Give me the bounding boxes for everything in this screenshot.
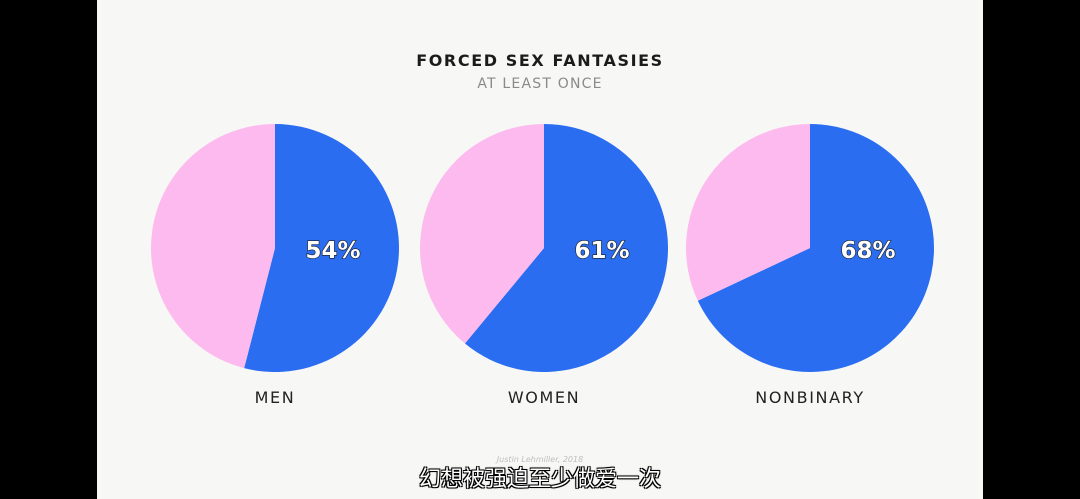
chart-subtitle: AT LEAST ONCE — [477, 76, 603, 92]
pie-men: 54% MEN — [151, 124, 400, 407]
pie-value-label: 68% — [840, 238, 895, 264]
pie-slice-no — [420, 124, 544, 344]
source-credit: Justin Lehmiller, 2018 — [496, 455, 584, 464]
pie-slice-yes — [464, 124, 669, 372]
chart-title: FORCED SEX FANTASIES — [416, 51, 664, 70]
pie-slice-no — [151, 124, 275, 369]
pie-value-label: 61% — [574, 238, 629, 264]
pie-charts: 54% MEN 61% WOMEN 68% NONBINARY — [151, 124, 934, 407]
pie-slice-no — [686, 124, 810, 301]
pie-slice-yes — [697, 124, 934, 372]
video-caption: 幻想被强迫至少做爱一次 — [418, 467, 661, 492]
pie-women: 61% WOMEN — [420, 124, 669, 407]
pie-category-label: NONBINARY — [755, 388, 864, 407]
pie-category-label: MEN — [255, 388, 296, 407]
chart-stage: FORCED SEX FANTASIES AT LEAST ONCE 54% ME… — [97, 0, 983, 499]
pie-slice-yes — [244, 124, 400, 372]
pie-category-label: WOMEN — [508, 388, 580, 407]
pie-nonbinary: 68% NONBINARY — [686, 124, 934, 407]
pie-value-label: 54% — [305, 238, 360, 264]
